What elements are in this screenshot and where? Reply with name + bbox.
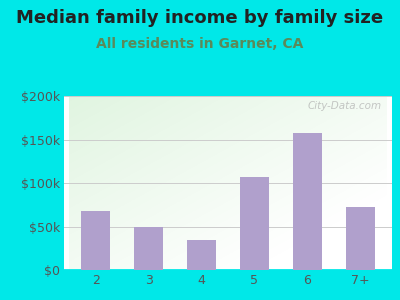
Text: City-Data.com: City-Data.com xyxy=(308,101,382,111)
Text: Median family income by family size: Median family income by family size xyxy=(16,9,384,27)
Bar xyxy=(187,239,216,270)
Bar xyxy=(81,211,110,270)
Bar xyxy=(134,226,163,270)
Text: All residents in Garnet, CA: All residents in Garnet, CA xyxy=(96,38,304,52)
Bar xyxy=(293,133,322,270)
Bar xyxy=(346,207,375,270)
Bar xyxy=(240,177,269,270)
